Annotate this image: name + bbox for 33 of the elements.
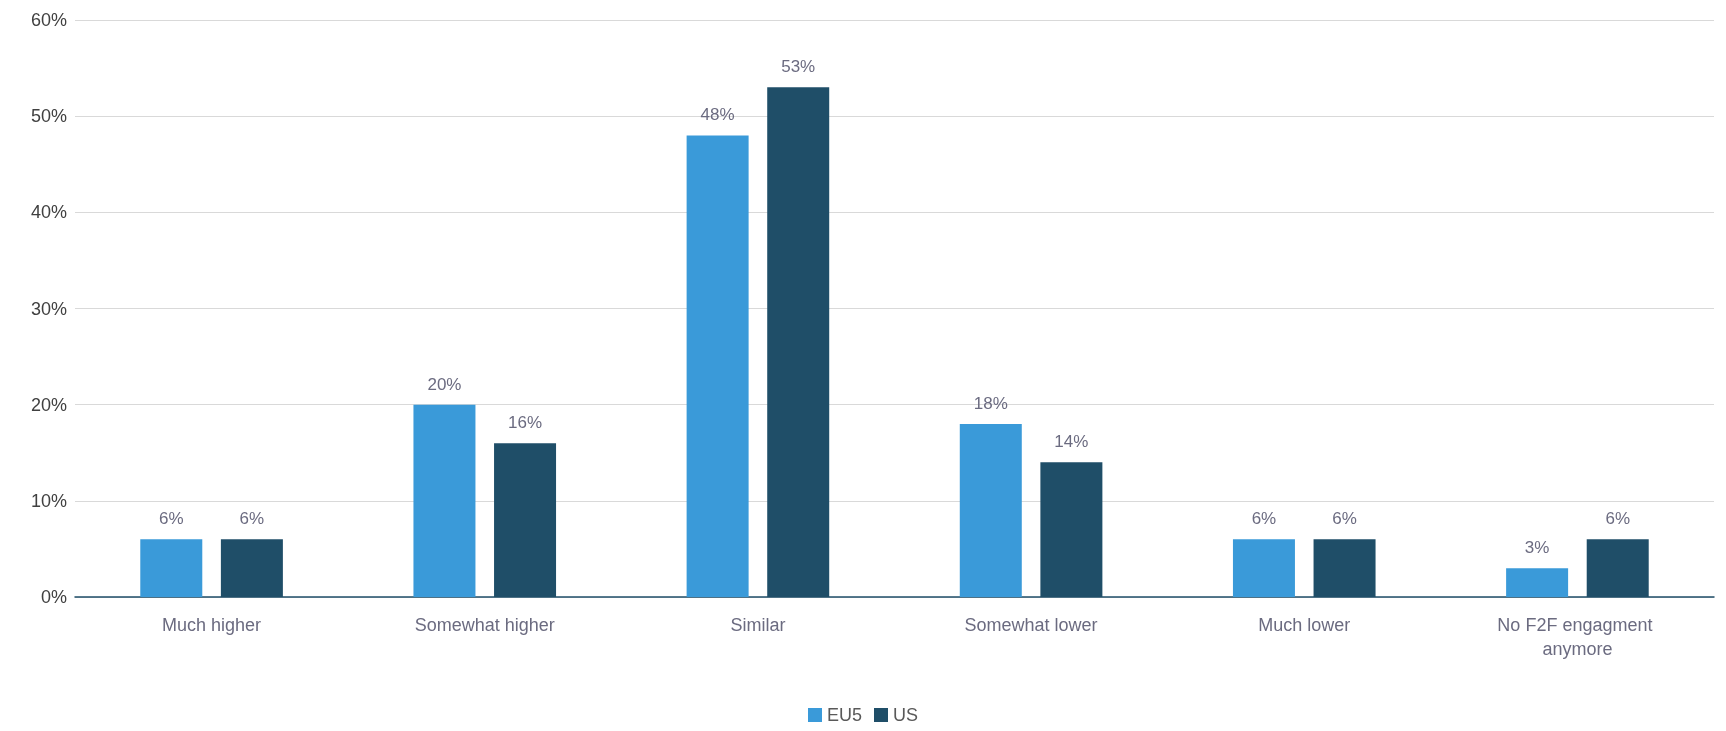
- bar: [140, 539, 203, 597]
- bar: [959, 423, 1022, 597]
- data-label: 16%: [508, 413, 543, 433]
- x-tick-label: Somewhat higher: [414, 615, 555, 635]
- y-tick-label: 0%: [40, 587, 67, 607]
- x-tick-label: Much lower: [1258, 615, 1351, 635]
- bar: [1506, 568, 1569, 597]
- x-tick-label: No F2F engagment anymore: [1497, 615, 1658, 659]
- x-tick-label: Similar: [730, 615, 786, 635]
- bar: [413, 404, 476, 597]
- data-label: 53%: [781, 57, 816, 77]
- data-label: 14%: [1054, 432, 1089, 452]
- data-label: 20%: [427, 374, 462, 394]
- data-label: 6%: [1251, 509, 1277, 529]
- y-tick-label: 30%: [30, 298, 67, 319]
- x-tick-label: Somewhat lower: [964, 615, 1098, 635]
- bar: [1232, 539, 1295, 597]
- y-tick-label: 50%: [30, 106, 67, 127]
- data-label: 6%: [1605, 509, 1631, 529]
- y-tick-label: 20%: [30, 394, 67, 415]
- y-tick-label: 60%: [30, 10, 67, 30]
- x-tick-label: Much higher: [162, 615, 262, 635]
- data-label: 6%: [158, 509, 184, 529]
- legend-label: US: [893, 705, 919, 725]
- bar: [686, 135, 749, 597]
- y-tick-label: 40%: [30, 202, 67, 223]
- data-label: 6%: [239, 509, 265, 529]
- data-label: 18%: [973, 393, 1008, 413]
- data-label: 3%: [1524, 538, 1550, 558]
- data-label: 6%: [1332, 509, 1357, 529]
- y-tick-label: 10%: [30, 490, 67, 511]
- data-label: 48%: [700, 105, 735, 125]
- legend-label: EU5: [826, 705, 863, 725]
